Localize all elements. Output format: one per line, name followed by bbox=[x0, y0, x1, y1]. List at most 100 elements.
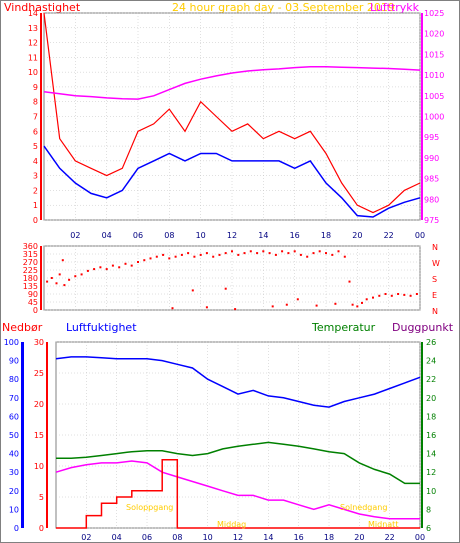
direction-point bbox=[199, 253, 202, 256]
x-tick-label: 18 bbox=[324, 533, 334, 542]
direction-point bbox=[361, 301, 363, 304]
direction-point bbox=[334, 302, 337, 305]
x-tick-label: 12 bbox=[227, 231, 237, 240]
series-temperatur-line bbox=[56, 441, 420, 485]
direction-degree-tick: 0 bbox=[33, 306, 38, 315]
x-tick-label: 08 bbox=[172, 533, 182, 542]
wind-speed-tick: 12 bbox=[28, 39, 38, 48]
direction-point bbox=[356, 305, 359, 308]
direction-point bbox=[343, 255, 346, 258]
direction-point bbox=[365, 298, 368, 301]
humidity-tick: 100 bbox=[4, 338, 19, 347]
wind-speed-tick: 5 bbox=[33, 142, 38, 151]
direction-point bbox=[99, 266, 102, 269]
direction-point bbox=[274, 253, 277, 256]
compass-tick: N bbox=[432, 243, 438, 252]
humidity-tick: 60 bbox=[9, 412, 19, 421]
direction-point bbox=[93, 268, 96, 271]
annotation-sunset: Solnedgang bbox=[340, 503, 387, 512]
direction-point bbox=[331, 253, 334, 256]
series-vindkast-line bbox=[43, 12, 421, 214]
temperature-tick: 24 bbox=[426, 357, 436, 366]
temperature-tick: 16 bbox=[426, 431, 436, 440]
wind-speed-tick: 11 bbox=[28, 53, 38, 62]
direction-point bbox=[58, 273, 61, 276]
direction-point bbox=[348, 280, 351, 283]
humidity-tick: 90 bbox=[9, 357, 19, 366]
temperature-tick: 10 bbox=[426, 487, 436, 496]
direction-point bbox=[237, 253, 240, 256]
direction-point bbox=[390, 294, 393, 297]
direction-degree-tick: 180 bbox=[23, 274, 38, 283]
direction-degree-tick: 90 bbox=[28, 290, 38, 299]
temperature-tick: 22 bbox=[426, 375, 436, 384]
rain-tick: 25 bbox=[34, 369, 44, 378]
direction-point bbox=[168, 257, 171, 260]
direction-point bbox=[193, 255, 196, 258]
direction-point bbox=[63, 284, 66, 287]
direction-degree-tick: 45 bbox=[28, 298, 38, 307]
series-luftfuktighet-line bbox=[55, 356, 421, 408]
direction-point bbox=[299, 253, 302, 256]
x-tick-label: 20 bbox=[354, 533, 364, 542]
direction-point bbox=[155, 255, 158, 258]
x-tick-label: 10 bbox=[196, 231, 206, 240]
direction-point bbox=[105, 268, 108, 271]
direction-point bbox=[137, 261, 139, 263]
x-tick-label: 14 bbox=[263, 533, 273, 542]
rain-tick: 15 bbox=[34, 431, 44, 440]
direction-degree-tick: 315 bbox=[23, 250, 38, 259]
direction-point bbox=[306, 255, 309, 258]
direction-point bbox=[243, 252, 246, 255]
pressure-tick: 975 bbox=[424, 216, 439, 225]
wind-speed-tick: 8 bbox=[33, 98, 38, 107]
direction-degree-tick: 135 bbox=[23, 282, 38, 291]
direction-degree-tick: 225 bbox=[23, 266, 38, 275]
direction-point bbox=[212, 255, 215, 258]
direction-point bbox=[262, 250, 265, 253]
pressure-tick: 1000 bbox=[424, 113, 444, 122]
direction-point bbox=[55, 282, 58, 285]
series-duggpunkt-line bbox=[55, 460, 420, 520]
pressure-tick-labels: 975 980 985 990 995 1000 1005 1010 1015 1020 1025 bbox=[424, 9, 444, 225]
temperature-tick: 26 bbox=[426, 338, 436, 347]
direction-point bbox=[287, 252, 290, 255]
direction-point bbox=[180, 253, 183, 256]
direction-point bbox=[351, 303, 354, 306]
compass-tick: W bbox=[432, 259, 440, 268]
x-tick-label: 06 bbox=[133, 231, 143, 240]
annotation-noon: Middag bbox=[217, 520, 246, 529]
direction-point bbox=[50, 277, 53, 279]
wind-speed-tick: 6 bbox=[33, 127, 38, 136]
humidity-tick: 30 bbox=[9, 468, 19, 477]
direction-point bbox=[124, 262, 127, 265]
x-tick-label: 04 bbox=[102, 231, 112, 240]
wind-speed-axis-label: Vindhastighet bbox=[4, 1, 81, 14]
rain-axis-label: Nedbør bbox=[2, 321, 43, 334]
temperature-tick: 12 bbox=[426, 468, 436, 477]
wind-speed-tick: 9 bbox=[33, 83, 38, 92]
humidity-tick: 50 bbox=[9, 431, 19, 440]
compass-tick: S bbox=[432, 275, 437, 284]
direction-point bbox=[171, 307, 174, 310]
direction-point bbox=[68, 278, 71, 281]
direction-point bbox=[403, 293, 406, 296]
series-lufttrykk-line bbox=[43, 66, 421, 100]
wind-speed-tick: 4 bbox=[33, 157, 38, 166]
direction-point bbox=[205, 252, 208, 255]
direction-point bbox=[378, 294, 381, 297]
x-tick-label: 22 bbox=[385, 533, 395, 542]
annotation-sunrise: Soloppgang bbox=[126, 503, 173, 512]
humidity-tick: 40 bbox=[9, 450, 19, 459]
wind-speed-tick: 7 bbox=[33, 113, 38, 122]
compass-tick: N bbox=[432, 307, 438, 316]
direction-point bbox=[256, 252, 259, 255]
compass-tick: E bbox=[432, 291, 437, 300]
pressure-tick: 1020 bbox=[424, 30, 444, 39]
x-tick-label: 22 bbox=[384, 231, 394, 240]
direction-point bbox=[80, 273, 83, 276]
direction-point bbox=[293, 250, 296, 253]
